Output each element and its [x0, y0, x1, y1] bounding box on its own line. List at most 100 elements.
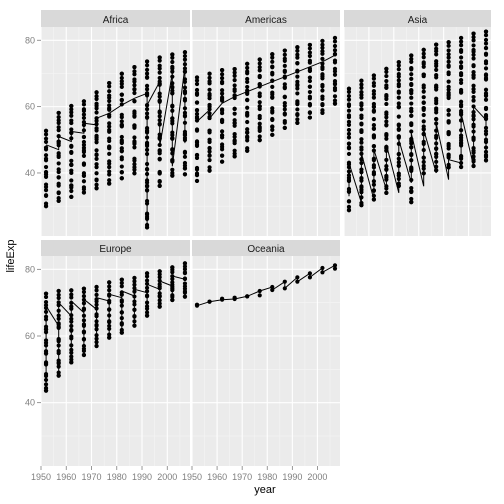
data-point [144, 289, 150, 294]
data-point [170, 55, 175, 60]
data-point [94, 165, 99, 170]
data-point [471, 83, 476, 88]
data-point [346, 175, 352, 180]
data-point [346, 151, 352, 157]
data-point-min [207, 168, 212, 173]
data-point [459, 133, 464, 138]
data-point [459, 128, 464, 133]
data-point [182, 281, 188, 286]
data-point [194, 87, 200, 93]
data-point-max [43, 291, 49, 296]
y-axis-title: lifeExp [5, 239, 17, 272]
data-point [194, 139, 200, 144]
data-point [483, 73, 489, 78]
data-point [232, 78, 237, 83]
data-point [94, 333, 99, 338]
data-point [346, 162, 352, 167]
data-point-min [483, 158, 489, 163]
data-point [320, 88, 325, 93]
data-point [207, 87, 212, 92]
x-axis-title: year [254, 484, 276, 496]
data-point-min [282, 125, 287, 130]
data-point [119, 75, 124, 81]
data-point [119, 139, 124, 144]
data-point [170, 91, 175, 96]
data-point [282, 118, 287, 124]
data-point [471, 104, 476, 109]
data-point [446, 119, 451, 124]
data-point [157, 149, 162, 154]
data-point [144, 114, 150, 120]
data-point [409, 81, 414, 87]
data-point [434, 46, 439, 51]
data-point [459, 108, 464, 114]
data-point-min [107, 181, 112, 186]
data-point [295, 79, 300, 84]
data-point [409, 129, 414, 134]
data-point [43, 303, 49, 308]
data-point-max [282, 48, 287, 53]
data-point [421, 100, 426, 105]
data-point [332, 66, 338, 71]
data-point [471, 122, 476, 127]
data-point [144, 188, 150, 193]
data-point [421, 147, 426, 153]
x-tick-label: 2000 [157, 472, 177, 482]
data-point-max [409, 53, 414, 58]
data-point [81, 171, 87, 176]
data-point [157, 169, 162, 175]
data-point [434, 164, 439, 169]
data-point [434, 151, 439, 156]
data-point [157, 272, 162, 277]
data-point [220, 107, 225, 112]
data-point [307, 53, 312, 59]
data-point [270, 59, 275, 64]
data-point [409, 113, 414, 118]
data-point [307, 58, 312, 63]
data-point [459, 102, 464, 107]
data-point [396, 163, 401, 168]
data-point [81, 161, 87, 166]
data-point [56, 118, 61, 123]
data-point [144, 87, 150, 92]
data-point [459, 153, 464, 159]
data-point [446, 63, 451, 68]
data-point [220, 153, 225, 158]
data-point [69, 300, 74, 305]
data-point [182, 120, 188, 125]
data-point [371, 101, 376, 107]
data-point [81, 343, 87, 349]
data-point [471, 135, 476, 140]
data-point [232, 93, 237, 99]
data-point [94, 306, 99, 311]
data-point [107, 165, 112, 170]
data-point [332, 43, 338, 49]
data-point [144, 178, 150, 183]
data-point [81, 115, 87, 121]
data-point [107, 292, 112, 297]
data-point [282, 279, 287, 284]
data-point [446, 130, 451, 135]
facet-strip-europe [41, 240, 190, 256]
data-point [409, 59, 414, 64]
data-point [332, 78, 338, 84]
data-point [371, 188, 376, 193]
data-point-max [94, 90, 99, 95]
data-point [359, 160, 364, 166]
data-point [132, 286, 137, 291]
data-point-max [132, 65, 137, 70]
facet-strip-label-americas: Americas [245, 15, 287, 26]
axes-layer: 40 60 80 40 60 80 1950 1960 1970 1980 1990 2000 1950… [25, 35, 327, 482]
data-point [69, 168, 74, 173]
data-point [107, 298, 112, 303]
data-point-min [119, 330, 124, 335]
data-point [359, 92, 364, 98]
data-point [384, 123, 389, 128]
data-point [207, 149, 212, 154]
data-point [295, 279, 300, 284]
facet-strip-label-asia: Asia [408, 15, 428, 26]
data-point [69, 292, 74, 297]
data-point [119, 316, 124, 321]
data-point [194, 115, 200, 121]
data-point [396, 114, 401, 119]
